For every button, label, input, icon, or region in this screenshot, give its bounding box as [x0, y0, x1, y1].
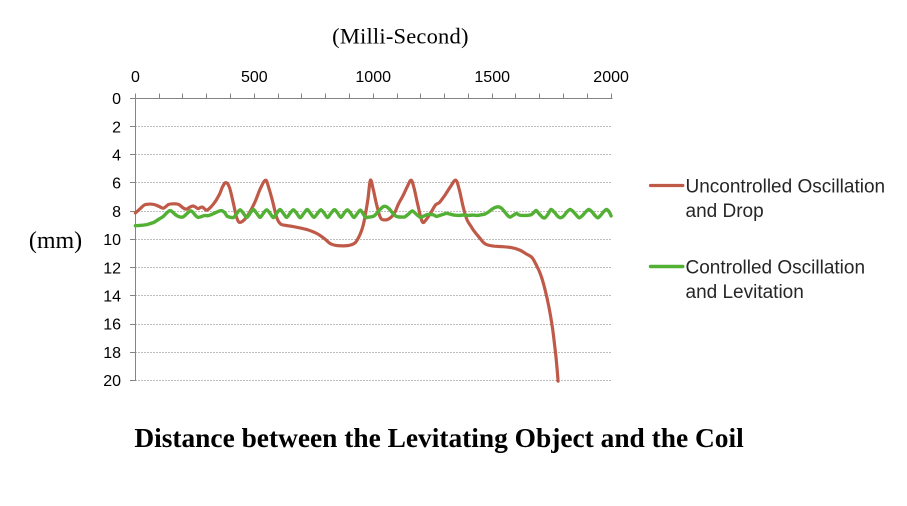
- svg-text:6: 6: [112, 176, 121, 193]
- svg-text:500: 500: [241, 69, 268, 86]
- svg-text:Distance between the Levitatin: Distance between the Levitating Object a…: [134, 423, 744, 453]
- svg-text:(Milli-Second): (Milli-Second): [332, 23, 469, 48]
- svg-text:Controlled Oscillation: Controlled Oscillation: [686, 257, 866, 278]
- svg-text:(mm): (mm): [29, 228, 82, 254]
- svg-text:10: 10: [103, 232, 121, 249]
- svg-text:20: 20: [103, 373, 121, 390]
- svg-text:2000: 2000: [593, 69, 629, 86]
- svg-text:0: 0: [112, 91, 121, 108]
- svg-text:and Levitation: and Levitation: [686, 282, 804, 303]
- svg-text:and Drop: and Drop: [686, 201, 764, 222]
- svg-text:12: 12: [103, 260, 121, 277]
- svg-text:1000: 1000: [355, 69, 391, 86]
- svg-text:Uncontrolled Oscillation: Uncontrolled Oscillation: [686, 176, 886, 197]
- svg-text:4: 4: [112, 148, 121, 165]
- svg-text:16: 16: [103, 317, 121, 334]
- svg-text:0: 0: [131, 69, 140, 86]
- svg-text:2: 2: [112, 119, 121, 136]
- svg-text:1500: 1500: [474, 69, 510, 86]
- svg-text:14: 14: [103, 289, 121, 306]
- svg-text:8: 8: [112, 204, 121, 221]
- svg-text:18: 18: [103, 345, 121, 362]
